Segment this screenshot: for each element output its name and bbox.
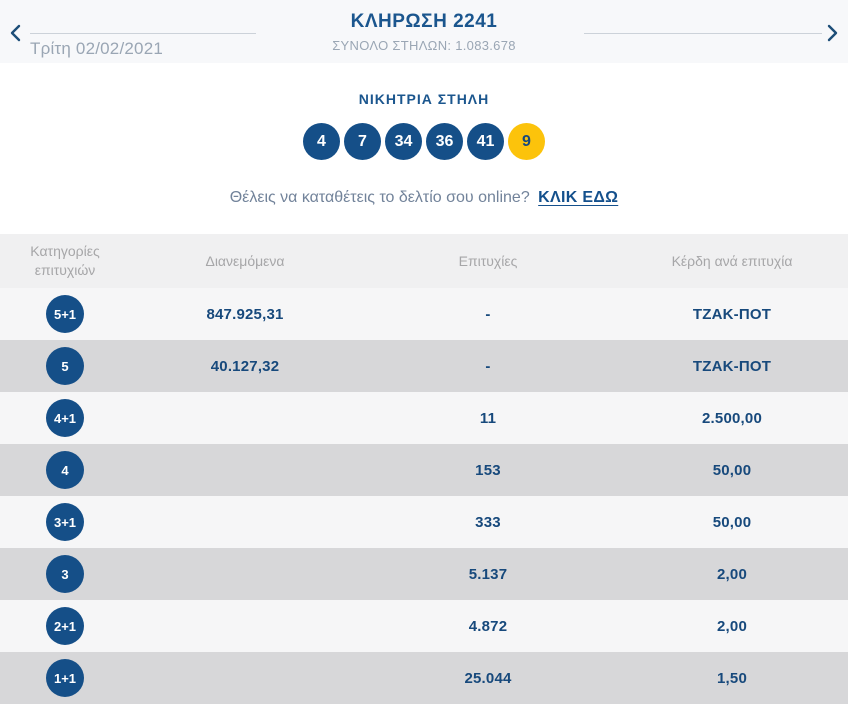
prize-cell: 50,00 [712, 513, 752, 531]
category-badge: 1+1 [46, 659, 84, 697]
column-header-prize: Κέρδη ανά επιτυχία [671, 252, 793, 269]
winners-cell: - [485, 305, 491, 323]
category-badge: 4+1 [46, 399, 84, 437]
total-columns-label: ΣΥΝΟΛΟ ΣΤΗΛΩΝ: [332, 38, 452, 53]
chevron-right-icon [827, 24, 839, 42]
results-table: Κατηγορίες επιτυχιών Διανεμόμενα Επιτυχί… [0, 234, 848, 704]
previous-draw-button[interactable] [2, 20, 28, 46]
table-row: 5 40.127,32 - ΤΖΑΚ-ΠΟΤ [0, 340, 848, 392]
cta-text: Θέλεις να καταθέτεις το δελτίο σου onlin… [229, 189, 530, 206]
prize-cell: 50,00 [712, 461, 752, 479]
number-ball: 4 [303, 123, 340, 160]
table-row: 1+1 25.044 1,50 [0, 652, 848, 704]
cta-link[interactable]: ΚΛΙΚ ΕΔΩ [538, 189, 619, 206]
distributed-cell: 40.127,32 [210, 357, 280, 375]
number-ball: 41 [467, 123, 504, 160]
prize-cell: ΤΖΑΚ-ΠΟΤ [692, 357, 772, 375]
winning-numbers: 4 7 34 36 41 9 [0, 123, 848, 160]
column-header-winners: Επιτυχίες [458, 252, 518, 269]
draw-navigation-header: Τρίτη 02/02/2021 ΚΛΗΡΩΣΗ 2241 ΣΥΝΟΛΟ ΣΤΗ… [0, 0, 848, 63]
winning-column-heading: ΝΙΚΗΤΡΙΑ ΣΤΗΛΗ [358, 91, 490, 107]
prize-cell: 2,00 [717, 565, 747, 583]
category-badge: 5 [46, 347, 84, 385]
next-draw-divider [584, 33, 822, 34]
joker-ball: 9 [508, 123, 545, 160]
total-columns: ΣΥΝΟΛΟ ΣΤΗΛΩΝ: 1.083.678 [0, 38, 848, 53]
draw-date: Τρίτη 02/02/2021 [30, 39, 164, 58]
winners-cell: 11 [479, 409, 497, 427]
number-ball: 36 [426, 123, 463, 160]
winners-cell: 153 [475, 461, 501, 479]
draw-date-block: Τρίτη 02/02/2021 [30, 33, 256, 59]
winners-cell: 333 [475, 513, 501, 531]
table-row: 4+1 11 2.500,00 [0, 392, 848, 444]
table-row: 5+1 847.925,31 - ΤΖΑΚ-ΠΟΤ [0, 288, 848, 340]
column-header-categories: Κατηγορίες επιτυχιών [30, 243, 100, 278]
category-badge: 3 [46, 555, 84, 593]
online-cta: Θέλεις να καταθέτεις το δελτίο σου onlin… [0, 189, 848, 207]
table-row: 4 153 50,00 [0, 444, 848, 496]
table-row: 2+1 4.872 2,00 [0, 600, 848, 652]
category-badge: 5+1 [46, 295, 84, 333]
total-columns-value: 1.083.678 [455, 38, 516, 53]
distributed-cell: 847.925,31 [206, 305, 284, 323]
winning-column-section: ΝΙΚΗΤΡΙΑ ΣΤΗΛΗ 4 7 34 36 41 9 [0, 91, 848, 160]
next-draw-button[interactable] [820, 20, 846, 46]
chevron-left-icon [9, 24, 21, 42]
winners-cell: 25.044 [464, 669, 512, 687]
prize-cell: ΤΖΑΚ-ΠΟΤ [692, 305, 772, 323]
prize-cell: 2,00 [717, 617, 747, 635]
category-badge: 4 [46, 451, 84, 489]
category-badge: 2+1 [46, 607, 84, 645]
number-ball: 7 [344, 123, 381, 160]
table-row: 3 5.137 2,00 [0, 548, 848, 600]
winners-cell: 5.137 [468, 565, 508, 583]
winners-cell: 4.872 [468, 617, 508, 635]
winners-cell: - [485, 357, 491, 375]
category-badge: 3+1 [46, 503, 84, 541]
prize-cell: 2.500,00 [702, 409, 762, 427]
draw-title: ΚΛΗΡΩΣΗ 2241 [350, 11, 498, 32]
results-table-header: Κατηγορίες επιτυχιών Διανεμόμενα Επιτυχί… [0, 234, 848, 288]
number-ball: 34 [385, 123, 422, 160]
column-header-distributed: Διανεμόμενα [205, 252, 285, 269]
table-row: 3+1 333 50,00 [0, 496, 848, 548]
prize-cell: 1,50 [717, 669, 747, 687]
results-table-body: 5+1 847.925,31 - ΤΖΑΚ-ΠΟΤ 5 40.127,32 - … [0, 288, 848, 704]
draw-title-block: ΚΛΗΡΩΣΗ 2241 ΣΥΝΟΛΟ ΣΤΗΛΩΝ: 1.083.678 [0, 11, 848, 53]
